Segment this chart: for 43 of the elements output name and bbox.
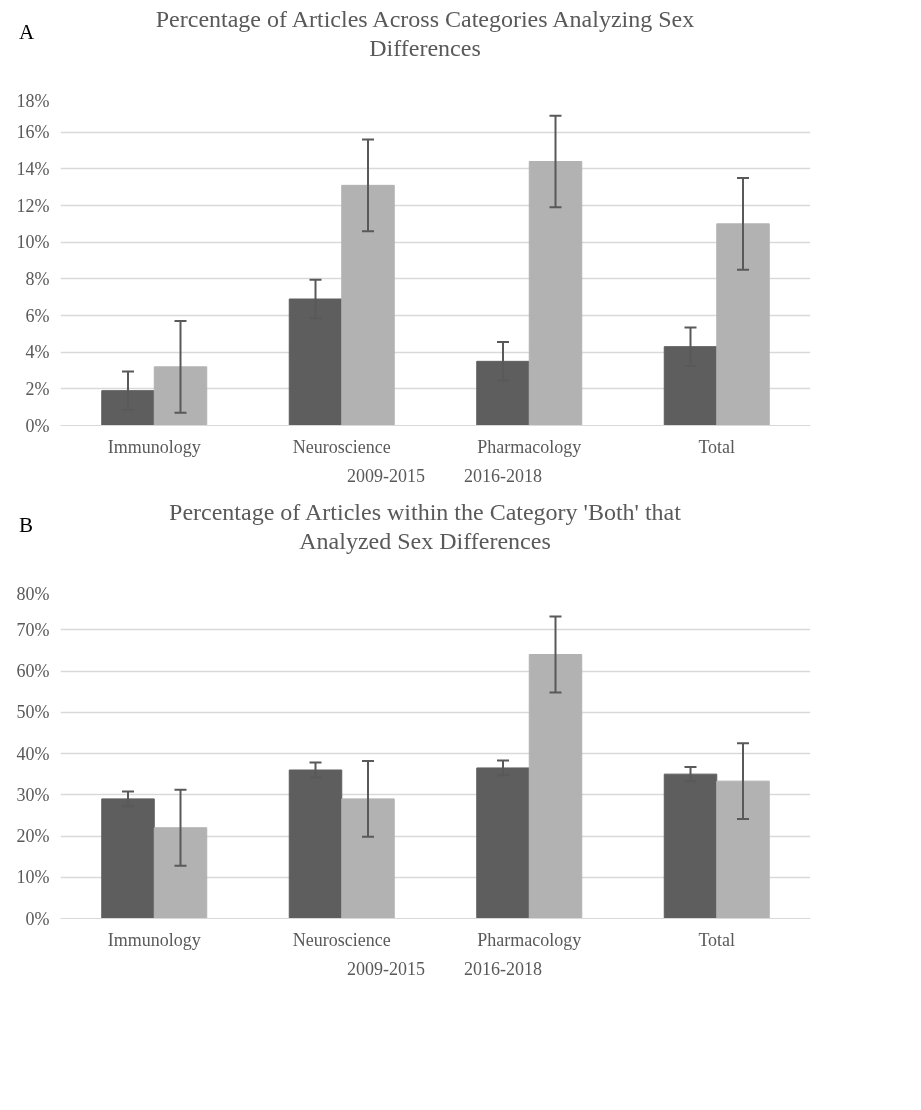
text: 2009-2015 xyxy=(347,465,425,487)
text: 2009-2015 xyxy=(347,958,425,980)
y-tick-label: 14% xyxy=(16,158,50,179)
y-tick-label: 4% xyxy=(25,342,50,363)
bar xyxy=(528,654,583,919)
x-tick-label: Pharmacology xyxy=(477,929,582,950)
x-tick-label: Total xyxy=(698,436,736,457)
bar xyxy=(341,798,395,919)
x-tick-label: Neuroscience xyxy=(292,436,391,457)
chart-title: Percentage of Articles within the Category 'Both' that Analyzed Sex Differences xyxy=(168,498,682,556)
bar xyxy=(716,780,770,919)
text: A xyxy=(18,19,36,46)
x-tick-label: Immunology xyxy=(107,436,201,457)
y-tick-label: 2% xyxy=(25,378,50,399)
y-tick-label: 12% xyxy=(16,195,50,216)
text: 2016-2018 xyxy=(464,958,542,980)
y-tick-label: 0% xyxy=(25,415,50,436)
y-tick-label: 30% xyxy=(16,784,50,805)
y-tick-label: 16% xyxy=(16,122,50,143)
x-tick-label: Immunology xyxy=(107,929,201,950)
x-tick-label: Pharmacology xyxy=(477,436,582,457)
bar xyxy=(528,161,583,426)
x-tick-label: Neuroscience xyxy=(292,929,391,950)
bar xyxy=(716,223,770,426)
y-tick-label: 18% xyxy=(16,90,50,111)
y-tick-label: 8% xyxy=(25,268,50,289)
x-tick-label: Total xyxy=(698,929,736,950)
chart-title: Percentage of Articles Across Categories Analyzing Sex Differences xyxy=(154,5,696,63)
y-tick-label: 6% xyxy=(25,305,50,326)
y-tick-label: 20% xyxy=(16,826,50,846)
y-tick-label: 60% xyxy=(16,661,50,681)
y-tick-label: 70% xyxy=(16,619,50,640)
bar xyxy=(341,184,395,426)
y-tick-label: 10% xyxy=(16,867,50,888)
y-tick-label: 80% xyxy=(16,583,50,604)
text: 2016-2018 xyxy=(464,465,542,487)
text: B xyxy=(18,512,34,539)
bar xyxy=(153,827,208,919)
y-tick-label: 40% xyxy=(16,743,50,764)
y-tick-label: 0% xyxy=(25,908,50,929)
y-tick-label: 10% xyxy=(16,232,50,253)
bar xyxy=(153,366,208,426)
y-tick-label: 50% xyxy=(16,702,50,723)
